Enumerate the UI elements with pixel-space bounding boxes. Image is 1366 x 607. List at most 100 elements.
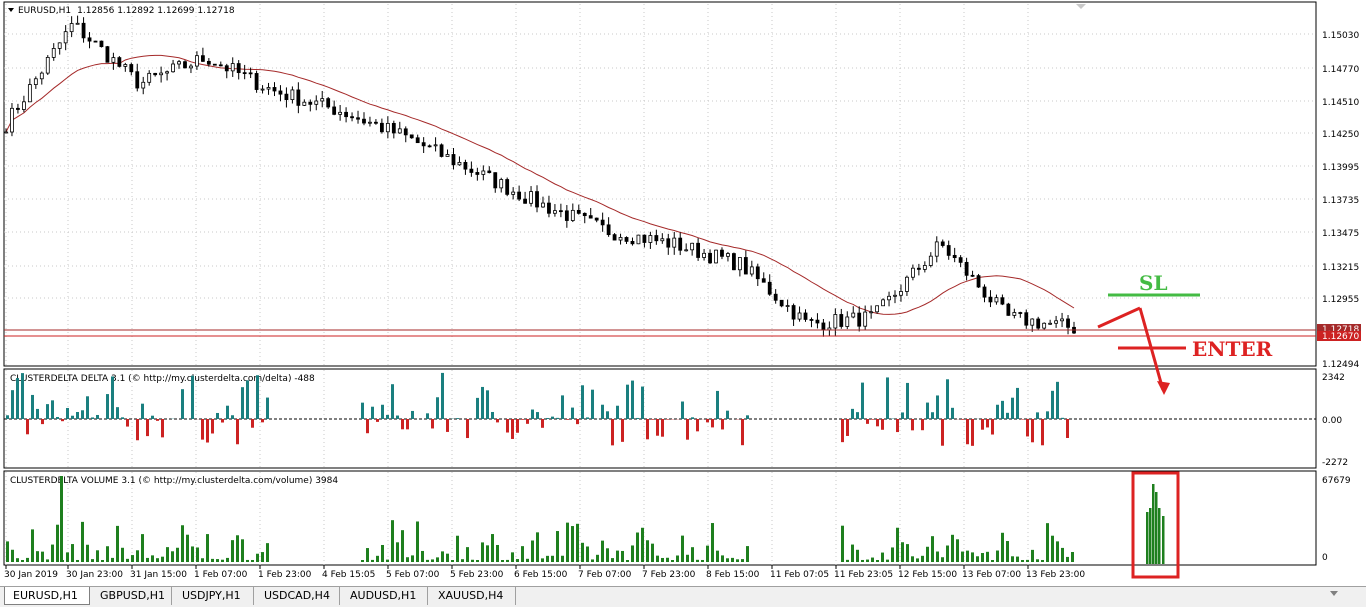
delta-bar [226,406,229,419]
candle-body [1049,323,1052,324]
candle-body [619,237,622,240]
candle-body [410,135,413,138]
candle-body [333,107,336,114]
tab-eurusd-h1[interactable]: EURUSD,H1 [4,587,90,605]
volume-bar [56,525,59,562]
volume-bar [396,542,399,562]
chart-shift-marker-icon[interactable] [1076,4,1086,9]
delta-bar [106,394,109,419]
candle-body [530,192,533,204]
delta-axis-top: 2342 [1322,373,1345,383]
candle-body [76,23,79,24]
volume-bar [116,526,119,562]
delta-bar [61,419,64,421]
candle-body [297,90,300,105]
delta-bar [646,419,649,439]
candle-body [130,65,133,72]
candle-body [583,213,586,215]
candle-body [744,257,747,274]
candle-body [183,62,186,68]
candle-body [172,64,175,72]
tab-usdjpy-h1[interactable]: USDJPY,H1 [174,587,254,605]
candle-body [166,72,169,73]
candle-body [655,236,658,241]
collapse-triangle-icon[interactable] [8,8,14,12]
delta-bar [721,419,724,429]
volume-bar [141,534,144,562]
delta-bar [456,418,459,419]
candle-body [679,238,682,250]
delta-bar [526,419,529,424]
delta-bar [716,391,719,419]
delta-bar [506,419,509,433]
volume-bar [36,551,39,562]
volume-bar [716,551,719,562]
volume-bar [711,523,714,562]
delta-bar [1046,411,1049,419]
volume-axis-top: 67679 [1322,476,1351,486]
delta-bar [871,419,874,420]
volume-bar [1061,548,1064,562]
tab-xauusd-h4[interactable]: XAUUSD,H4 [430,587,516,605]
tab-scroll-down-icon[interactable] [1330,591,1338,596]
candle-body [911,268,914,277]
volume-bar [1026,560,1029,562]
delta-bar [411,411,414,419]
delta-bar [1026,419,1029,436]
volume-bar [911,556,914,562]
delta-bar [651,419,654,420]
candle-body [732,254,735,270]
tab-audusd-h1[interactable]: AUDUSD,H1 [342,587,428,605]
candle-body [625,237,628,241]
volume-bar [151,555,154,562]
delta-bar [146,419,149,436]
candle-body [404,129,407,135]
tab-gbpusd-h1[interactable]: GBPUSD,H1 [92,587,172,605]
candle-body [846,317,849,327]
candle-body [768,282,771,294]
volume-bar [416,521,419,562]
candle-body [977,276,980,287]
volume-bar [561,556,564,562]
delta-bar [946,379,949,419]
delta-bar [861,383,864,419]
entry-arrow-up [1098,308,1140,327]
volume-bar [616,551,619,562]
tab-usdcad-h4[interactable]: USDCAD,H4 [256,587,340,605]
volume-bar [931,536,934,562]
delta-bar [901,412,904,419]
delta-bar [706,419,709,422]
delta-bar [551,417,554,419]
volume-bar [861,560,864,562]
candle-body [464,162,467,169]
delta-bar [936,395,939,419]
volume-bar [841,526,844,562]
candle-body [488,171,491,173]
delta-bar [391,384,394,419]
delta-bar [386,415,389,419]
delta-bar [546,418,549,419]
time-label: 12 Feb 15:00 [898,570,957,580]
candle-body [452,154,455,164]
volume-bar [186,535,189,562]
candle-body [380,123,383,131]
candle-body [822,323,825,330]
volume-bar [91,559,94,562]
candle-body [673,238,676,247]
candle-body [255,73,258,89]
candle-body [368,122,371,123]
price-label: 1.12955 [1322,295,1359,305]
candle-body [643,235,646,242]
volume-bar [121,548,124,562]
delta-bar [1056,382,1059,419]
candle-body [237,64,240,73]
volume-bar [546,556,549,562]
candle-body [112,58,115,63]
volume-bar [471,560,474,562]
volume-bar [446,554,449,562]
delta-bar [51,400,54,419]
candle-body [1007,304,1010,315]
volume-bar [421,551,424,562]
price-label: 1.13475 [1322,229,1359,239]
